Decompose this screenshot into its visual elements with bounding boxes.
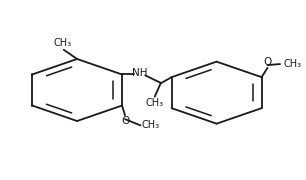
Text: CH₃: CH₃ — [145, 98, 163, 108]
Text: CH₃: CH₃ — [142, 120, 160, 130]
Text: NH: NH — [132, 68, 147, 78]
Text: CH₃: CH₃ — [53, 38, 71, 48]
Text: CH₃: CH₃ — [284, 59, 302, 69]
Text: O: O — [263, 57, 272, 67]
Text: O: O — [121, 116, 129, 126]
